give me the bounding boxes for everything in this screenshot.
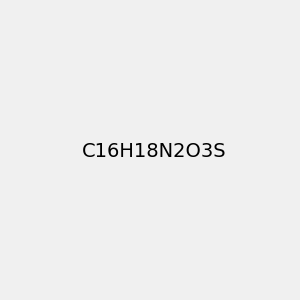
Text: C16H18N2O3S: C16H18N2O3S — [81, 142, 226, 161]
